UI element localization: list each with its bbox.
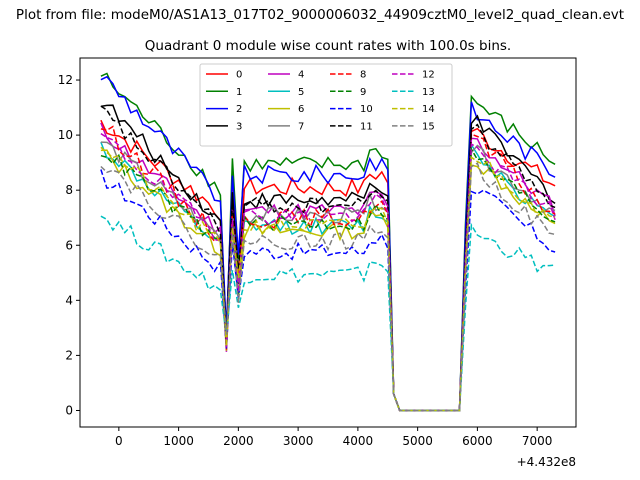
- series-line-5: [100, 141, 556, 412]
- legend-label-10: 10: [360, 104, 373, 115]
- y-tick-label: 12: [58, 73, 73, 87]
- series-line-13: [100, 215, 556, 412]
- y-tick-label: 8: [65, 183, 73, 197]
- legend-label-13: 13: [422, 87, 435, 98]
- x-tick-label: 1000: [163, 434, 194, 448]
- y-tick-label: 6: [65, 238, 73, 252]
- legend-label-1: 1: [236, 87, 242, 98]
- series-line-11: [100, 105, 556, 412]
- legend-label-2: 2: [236, 104, 242, 115]
- series-line-8: [100, 125, 556, 412]
- x-tick-label: 2000: [223, 434, 254, 448]
- series-line-14: [100, 146, 556, 412]
- y-tick-label: 10: [58, 128, 73, 142]
- legend-label-14: 14: [422, 104, 435, 115]
- plot-frame: [79, 57, 577, 428]
- series-line-9: [100, 146, 556, 412]
- series-line-12: [100, 132, 556, 412]
- x-tick-label: 3000: [283, 434, 314, 448]
- figure-suptitle: Plot from file: modeM0/AS1A13_017T02_900…: [16, 7, 624, 23]
- legend-label-5: 5: [298, 87, 304, 98]
- y-tick-label: 2: [65, 348, 73, 362]
- series-line-15: [100, 162, 556, 412]
- legend-label-6: 6: [298, 104, 304, 115]
- x-tick-label: 7000: [522, 434, 553, 448]
- y-tick-label: 4: [65, 293, 73, 307]
- x-tick-label: 0: [115, 434, 123, 448]
- series-line-10: [100, 169, 556, 412]
- legend-label-9: 9: [360, 87, 366, 98]
- legend-label-8: 8: [360, 70, 366, 81]
- series-layer: [100, 72, 556, 412]
- x-offset-label: +4.432e8: [517, 455, 576, 469]
- legend-label-15: 15: [422, 121, 435, 132]
- x-axis: 0 1000 2000 3000 4000 5000 6000 7000: [115, 427, 552, 448]
- legend-label-11: 11: [360, 121, 373, 132]
- legend-label-4: 4: [298, 70, 304, 81]
- series-line-1: [100, 72, 556, 412]
- legend-box: [199, 63, 453, 147]
- x-tick-label: 4000: [343, 434, 374, 448]
- x-tick-label: 5000: [402, 434, 433, 448]
- y-tick-label: 0: [65, 403, 73, 417]
- chart-title: Quadrant 0 module wise count rates with …: [145, 38, 511, 54]
- legend-label-0: 0: [236, 70, 242, 81]
- series-line-3: [100, 104, 556, 412]
- x-tick-label: 6000: [462, 434, 493, 448]
- legend-label-3: 3: [236, 121, 242, 132]
- y-axis: 0 2 4 6 8 10 12: [58, 73, 80, 417]
- legend-label-12: 12: [422, 70, 435, 81]
- legend-label-7: 7: [298, 121, 304, 132]
